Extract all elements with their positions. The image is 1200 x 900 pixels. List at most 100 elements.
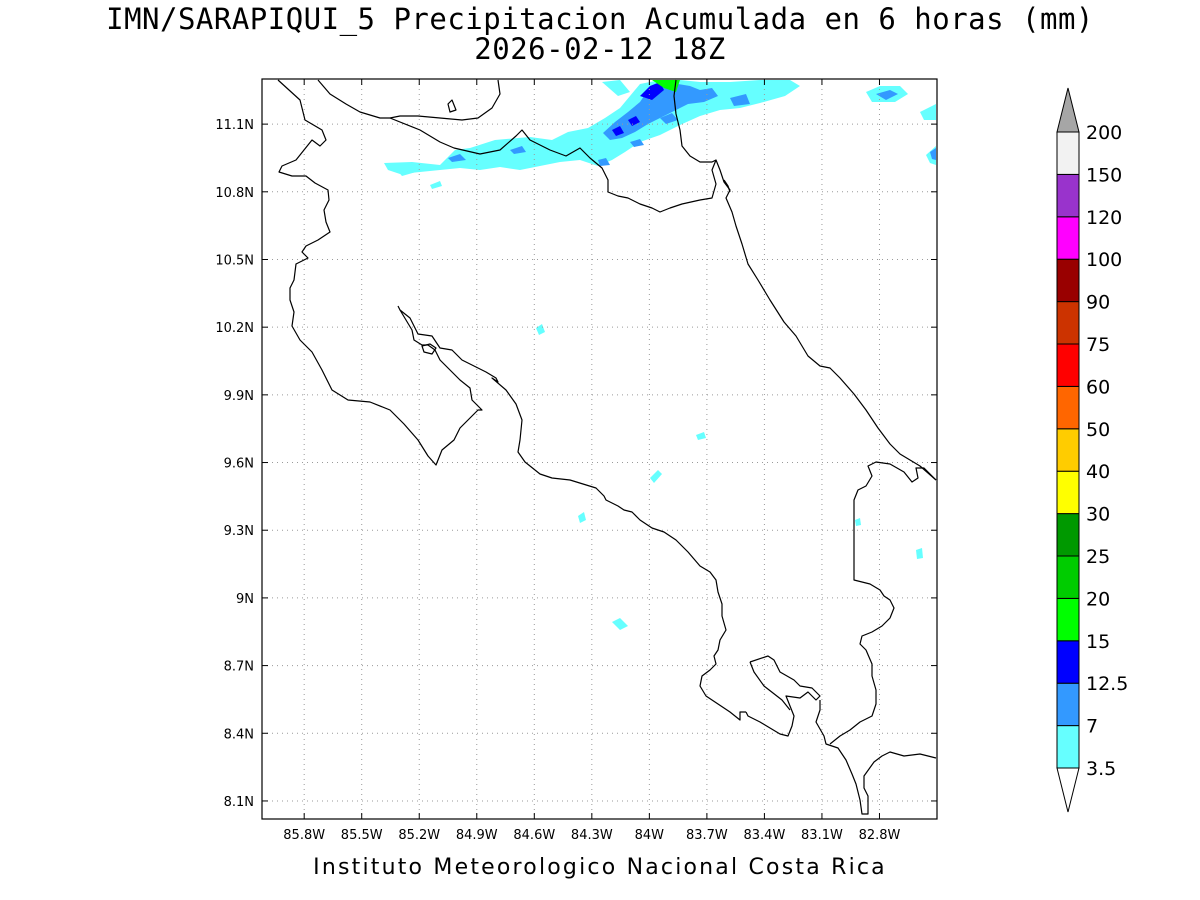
precip-area-3-5mm [920,104,936,120]
colorbar: 3.5 7 12.5 15 20 25 30 40 50 60 75 90 100 120 150 200 [1056,87,1128,813]
precip-area-3-5mm [578,512,586,523]
precip-area-3-5mm [612,618,628,630]
x-tick-label: 85.2W [398,828,440,843]
map-grid [262,79,937,819]
y-tick-label: 9.3N [224,524,254,539]
colorbar-swatch [1056,428,1080,472]
colorbar-label: 30 [1086,504,1110,526]
x-tick-label: 84W [635,828,665,843]
colorbar-label: 15 [1086,631,1110,653]
precip-area-3-5mm [384,80,800,174]
precip-area-7mm [630,139,644,147]
southern-coast-to-panama [815,700,937,815]
colorbar-swatch [1056,470,1080,515]
colorbar-label: 90 [1086,292,1110,314]
caribbean-islet [723,179,731,193]
x-tick-label: 83.7W [686,828,728,843]
precip-area-7mm [876,90,898,100]
colorbar-label: 25 [1086,546,1110,568]
colorbar-swatch [1056,597,1080,642]
y-tick-label: 11.1N [215,118,254,133]
institution-footer: Instituto Meteorologico Nacional Costa R… [313,855,887,880]
ometepe-island [447,99,457,113]
osa-peninsula-coast [745,655,821,737]
colorbar-swatch [1056,343,1080,387]
nicaragua-border [389,117,717,213]
precip-area-12-5mm [628,116,640,126]
colorbar-swatch [1056,385,1080,430]
precip-area-7mm [603,84,718,140]
x-tick-label: 84.9W [456,828,498,843]
colorbar-label: 20 [1086,588,1110,610]
precip-area-12-5mm [640,82,664,100]
nicoya-gulf-coast [399,309,746,721]
precip-area-3-5mm [855,518,861,526]
precip-area-3-5mm [602,80,630,96]
y-tick-label: 9.9N [224,389,254,404]
precip-area-7mm [598,158,610,166]
x-tick-label: 84.6W [513,828,555,843]
precip-area-7mm [930,148,936,160]
colorbar-label: 40 [1086,461,1110,483]
precipitation-field [384,80,936,630]
caribbean-coastline [673,79,937,481]
colorbar-label: 12.5 [1086,673,1128,695]
colorbar-swatch [1056,682,1080,727]
x-tick-label: 83.1W [801,828,843,843]
colorbar-label: 120 [1086,207,1122,229]
precip-area-7mm [448,154,466,162]
precip-area-15mm [652,80,680,92]
chira-island [421,343,437,355]
colorbar-swatch [1056,640,1080,684]
precip-area-7mm [730,94,750,106]
colorbar-label: 150 [1086,164,1122,186]
colorbar-swatch [1056,173,1080,218]
coastline [277,79,937,815]
y-tick-label: 10.8N [215,186,254,201]
precip-area-3-5mm [916,548,923,559]
x-tick-label: 84.3W [571,828,613,843]
map-frame [261,78,938,820]
colorbar-label: 3.5 [1086,758,1116,780]
y-tick-label: 9.6N [224,457,254,472]
colorbar-label: 75 [1086,334,1110,356]
y-tick-label: 9N [236,592,254,607]
latitude-axis: 11.1N 10.8N 10.5N 10.2N 9.9N 9.6N 9.3N 9N 8.7N 8.… [215,118,937,810]
colorbar-label: 100 [1086,249,1122,271]
precip-area-3-5mm [395,165,416,176]
colorbar-label: 200 [1086,122,1122,144]
colorbar-swatch [1056,725,1080,769]
colorbar-swatch [1056,258,1080,303]
longitude-axis: 85.8W 85.5W 85.2W 84.9W 84.6W 84.3W 84W 83.7W 83… [283,79,901,843]
colorbar-label: 7 [1086,716,1098,738]
colorbar-label: 50 [1086,419,1110,441]
y-tick-label: 8.4N [224,727,254,742]
colorbar-swatch [1056,555,1080,599]
x-tick-label: 85.8W [283,828,325,843]
y-tick-label: 10.5N [215,253,254,268]
colorbar-swatch [1056,131,1080,175]
x-tick-label: 85.5W [341,828,383,843]
precip-area-3-5mm [650,470,662,483]
y-tick-label: 8.7N [224,660,254,675]
pacific-coastline-north [277,79,483,466]
lake-nicaragua-shore [317,79,501,121]
y-tick-label: 10.2N [215,321,254,336]
x-tick-label: 82.8W [859,828,901,843]
precip-area-12-5mm [612,126,624,136]
colorbar-over-arrow [1056,87,1080,133]
map-datetime: 2026-02-12 18Z [474,32,726,66]
precip-area-7mm [660,113,678,124]
map-title: IMN/SARAPIQUI_5 Precipitacion Acumulada … [106,2,1094,36]
precip-area-7mm [510,146,526,154]
precip-area-3-5mm [696,432,706,440]
colorbar-label: 60 [1086,376,1110,398]
precip-area-3-5mm [430,181,442,189]
panama-border-south [829,461,937,745]
colorbar-under-arrow [1056,767,1080,813]
colorbar-swatch [1056,513,1080,557]
precip-area-3-5mm [536,324,545,335]
x-tick-label: 83.4W [744,828,786,843]
golfo-dulce-coast [749,661,791,711]
